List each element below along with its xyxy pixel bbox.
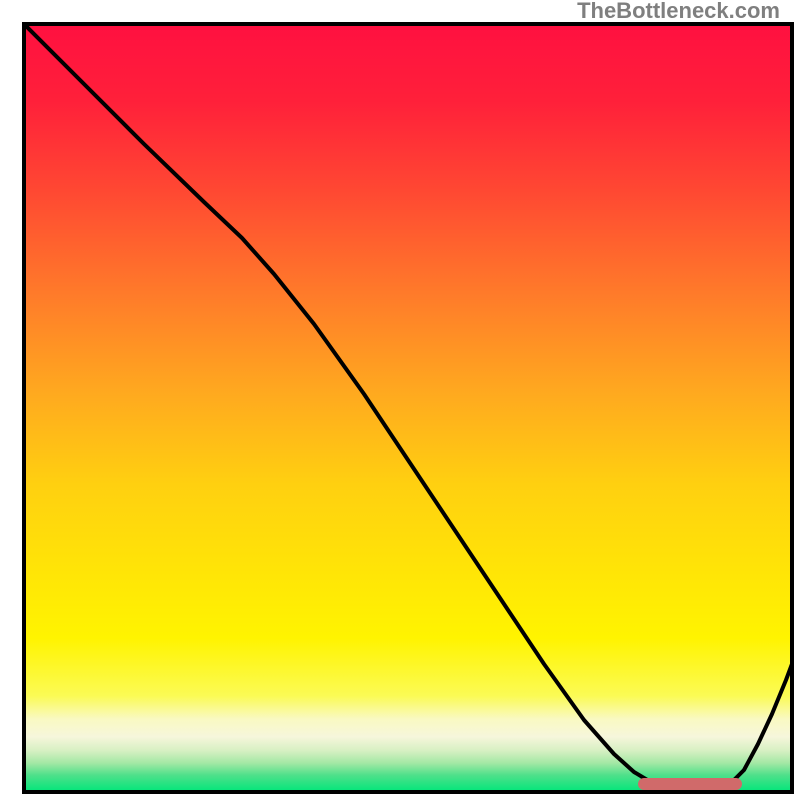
- watermark-text: TheBottleneck.com: [577, 0, 780, 24]
- chart-canvas: [0, 0, 800, 800]
- chart-frame: TheBottleneck.com: [0, 0, 800, 800]
